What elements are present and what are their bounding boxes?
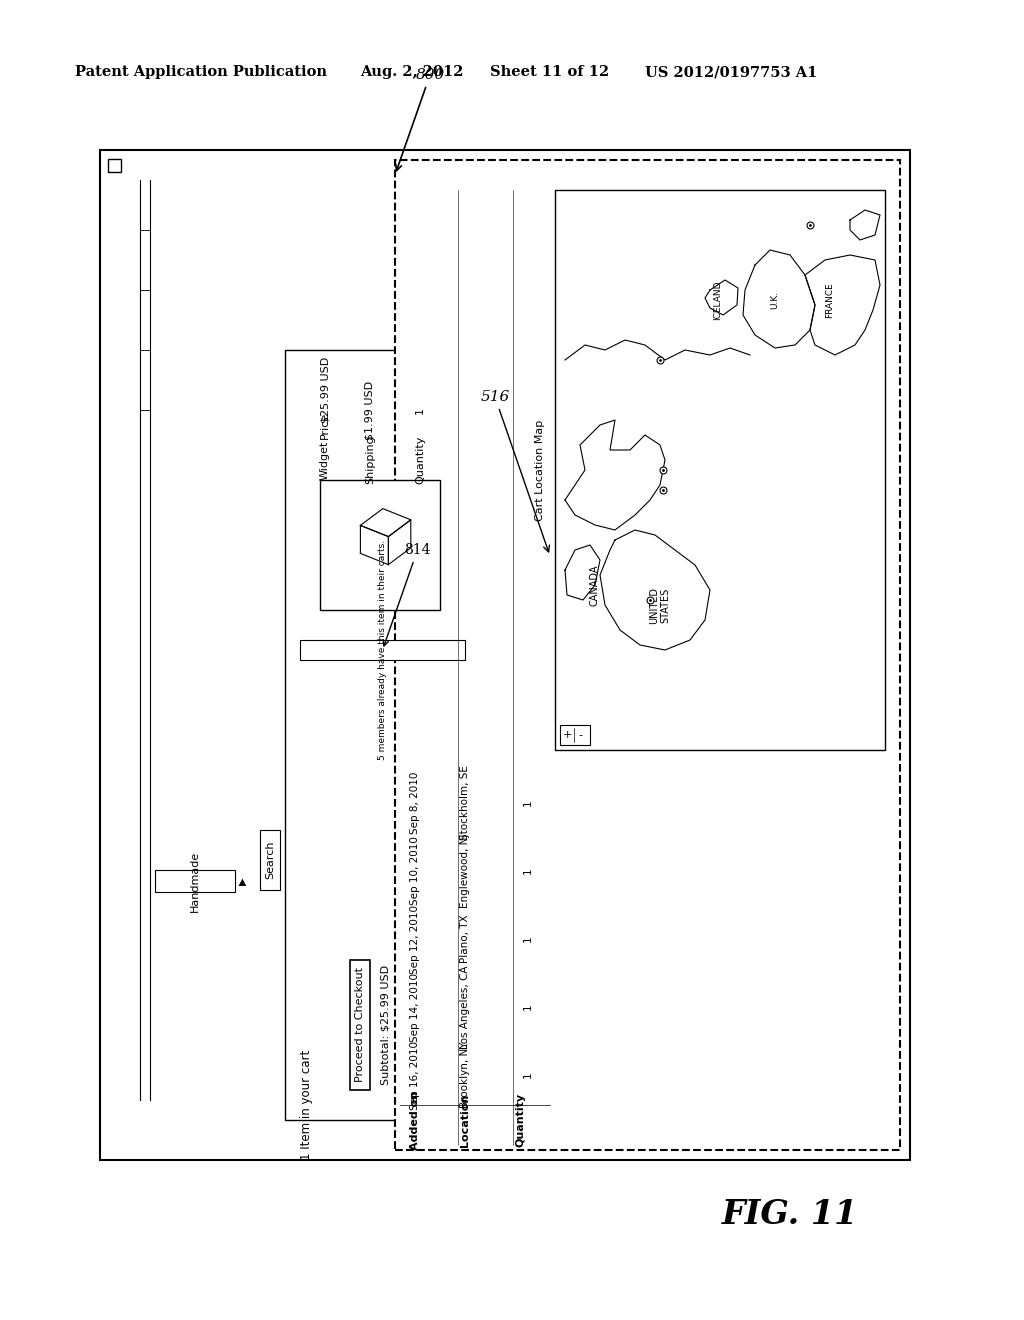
Text: 1: 1 — [523, 867, 534, 874]
Text: Proceed to Checkout: Proceed to Checkout — [355, 968, 365, 1082]
Text: 1: 1 — [523, 1072, 534, 1078]
Text: $25.99 USD: $25.99 USD — [319, 356, 330, 424]
Text: Handmade: Handmade — [190, 850, 200, 912]
Text: US 2012/0197753 A1: US 2012/0197753 A1 — [645, 65, 817, 79]
Text: UNITED
STATES: UNITED STATES — [649, 586, 671, 623]
Text: +: + — [562, 730, 571, 741]
Text: ▶: ▶ — [238, 878, 248, 884]
Text: Quantity: Quantity — [415, 436, 425, 484]
Text: Aug. 2, 2012: Aug. 2, 2012 — [360, 65, 464, 79]
Text: Brooklyn, NY: Brooklyn, NY — [460, 1041, 470, 1109]
Text: 1: 1 — [415, 407, 425, 413]
Text: Sep 12, 2010: Sep 12, 2010 — [410, 904, 420, 974]
Text: Location: Location — [460, 1093, 470, 1147]
Text: Shipping: Shipping — [365, 436, 375, 484]
Bar — [395, 160, 900, 1150]
Text: FIG. 11: FIG. 11 — [722, 1199, 858, 1232]
Text: Added on: Added on — [410, 1090, 420, 1150]
Text: Sep 14, 2010: Sep 14, 2010 — [410, 973, 420, 1041]
Bar — [319, 480, 440, 610]
Text: 1: 1 — [523, 1003, 534, 1010]
Text: U.K.: U.K. — [770, 290, 779, 309]
Text: Cart Location Map: Cart Location Map — [535, 420, 545, 520]
Bar — [285, 350, 480, 1119]
Text: Stockholm, SE: Stockholm, SE — [460, 766, 470, 841]
Text: 814: 814 — [383, 543, 431, 645]
Text: Plano, TX: Plano, TX — [460, 915, 470, 964]
Text: Sep 8, 2010: Sep 8, 2010 — [410, 772, 420, 834]
Text: 516: 516 — [480, 389, 550, 552]
Bar — [560, 725, 590, 744]
Bar — [555, 190, 885, 750]
Text: Subtotal: $25.99 USD: Subtotal: $25.99 USD — [380, 965, 390, 1085]
Bar — [100, 150, 910, 1160]
Text: Quantity: Quantity — [515, 1093, 525, 1147]
Text: -: - — [578, 730, 582, 741]
Text: Los Angeles, CA: Los Angeles, CA — [460, 965, 470, 1049]
Text: Englewood, NJ: Englewood, NJ — [460, 834, 470, 908]
Text: 1: 1 — [523, 800, 534, 807]
Bar — [108, 158, 121, 172]
Text: Price: Price — [319, 412, 330, 438]
Text: Sheet 11 of 12: Sheet 11 of 12 — [490, 65, 609, 79]
Bar — [300, 640, 465, 660]
Bar — [260, 830, 280, 890]
Bar — [350, 960, 370, 1090]
Text: 800: 800 — [395, 69, 444, 170]
Text: Search: Search — [265, 841, 275, 879]
Text: 5 members already have this item in their carts.: 5 members already have this item in thei… — [378, 540, 387, 760]
Text: 1 Item in your cart: 1 Item in your cart — [300, 1049, 313, 1160]
Text: FRANCE: FRANCE — [825, 282, 835, 318]
Text: CANADA: CANADA — [590, 564, 600, 606]
Text: Sep 10, 2010: Sep 10, 2010 — [410, 837, 420, 906]
Text: $1.99 USD: $1.99 USD — [365, 380, 375, 440]
Text: ICELAND: ICELAND — [714, 280, 723, 319]
Text: 1: 1 — [523, 936, 534, 942]
Bar — [155, 870, 234, 892]
Text: Widget: Widget — [319, 441, 330, 479]
Text: Sep 16, 2010: Sep 16, 2010 — [410, 1040, 420, 1110]
Text: Patent Application Publication: Patent Application Publication — [75, 65, 327, 79]
